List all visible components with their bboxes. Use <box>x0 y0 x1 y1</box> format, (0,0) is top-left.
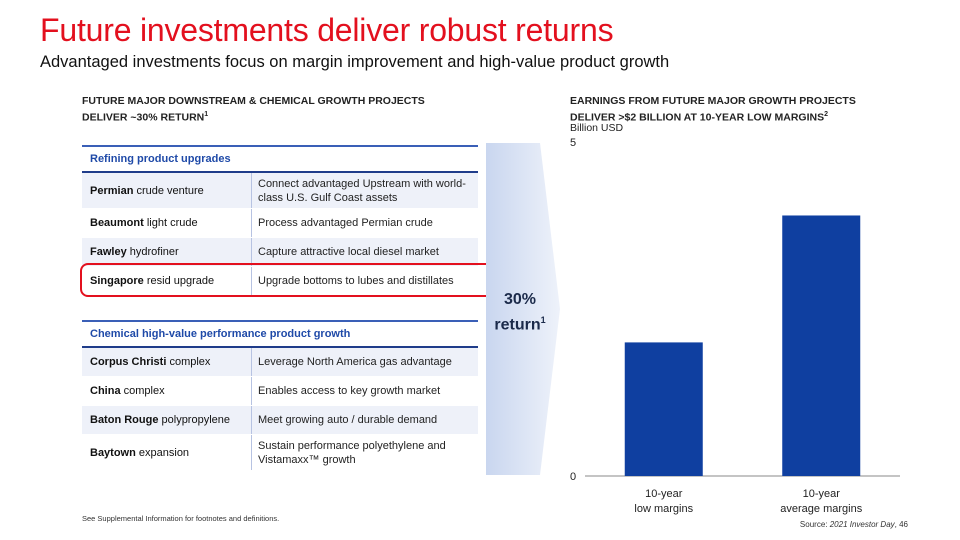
project-name: Singapore resid upgrade <box>82 267 252 295</box>
table-row: Fawley hydrofiner Capture attractive loc… <box>82 238 478 267</box>
project-description: Capture attractive local diesel market <box>258 246 439 258</box>
left-heading-line1: FUTURE MAJOR DOWNSTREAM & CHEMICAL GROWT… <box>82 95 425 107</box>
source-citation: Source: 2021 Investor Day, 46 <box>799 520 908 529</box>
table-row: Permian crude venture Connect advantaged… <box>82 173 478 209</box>
x-tick-label: average margins <box>780 503 862 515</box>
page-title: Future investments deliver robust return… <box>40 12 614 48</box>
y-tick-label: 5 <box>570 137 576 149</box>
project-description: Sustain performance polyethylene and Vis… <box>258 439 446 466</box>
footnote: See Supplemental Information for footnot… <box>82 514 280 523</box>
x-tick-label: 10-year <box>645 488 683 500</box>
refining-table: Refining product upgrades Permian crude … <box>82 145 478 296</box>
project-name: Fawley hydrofiner <box>82 238 252 266</box>
project-name: Beaumont light crude <box>82 209 252 237</box>
project-description: Meet growing auto / durable demand <box>258 414 438 426</box>
project-name: Baton Rouge polypropylene <box>82 406 252 434</box>
project-description: Upgrade bottoms to lubes and distillates <box>258 275 454 287</box>
page-subtitle: Advantaged investments focus on margin i… <box>40 53 670 71</box>
project-description: Connect advantaged Upstream with world-c… <box>258 177 466 204</box>
project-name: Corpus Christi complex <box>82 348 252 376</box>
table-row: Baton Rouge polypropylene Meet growing a… <box>82 406 478 435</box>
table-row: China complex Enables access to key grow… <box>82 377 478 406</box>
earnings-bar-chart: 0 5 10-year low margins 10-year average margi… <box>570 137 900 515</box>
chart-heading: EARNINGS FROM FUTURE MAJOR GROWTH PROJEC… <box>570 95 856 125</box>
table-row: Beaumont light crude Process advantaged … <box>82 209 478 238</box>
table-row: Singapore resid upgrade Upgrade bottoms … <box>82 267 478 296</box>
bar <box>782 215 861 476</box>
return-arrow <box>486 143 560 475</box>
x-tick-label: 10-year <box>803 488 841 500</box>
project-name: Permian crude venture <box>82 173 252 208</box>
project-name: Baytown expansion <box>82 435 252 470</box>
x-tick-label: low margins <box>634 503 693 515</box>
chart-heading-line1: EARNINGS FROM FUTURE MAJOR GROWTH PROJEC… <box>570 95 856 107</box>
table-row: Baytown expansion Sustain performance po… <box>82 435 478 471</box>
chemical-table-header: Chemical high-value performance product … <box>82 320 478 348</box>
table-row: Corpus Christi complex Leverage North Am… <box>82 348 478 377</box>
return-callout: 30% return1 <box>492 289 548 335</box>
left-heading-line2: DELIVER ~30% RETURN1 <box>82 111 209 124</box>
project-description: Enables access to key growth market <box>258 385 441 397</box>
bar <box>624 342 703 476</box>
left-heading: FUTURE MAJOR DOWNSTREAM & CHEMICAL GROWT… <box>82 95 425 125</box>
chemical-table: Chemical high-value performance product … <box>82 320 478 471</box>
chart-unit-label: Billion USD <box>570 122 624 134</box>
return-value: 30% <box>503 291 537 308</box>
y-tick-label: 0 <box>570 471 576 483</box>
return-label: return1 <box>494 315 546 334</box>
refining-table-header: Refining product upgrades <box>82 145 478 173</box>
project-description: Process advantaged Permian crude <box>258 217 433 229</box>
project-name: China complex <box>82 377 252 405</box>
project-description: Leverage North America gas advantage <box>258 356 452 368</box>
singapore-highlight-box <box>80 263 497 297</box>
chart-heading-line2: DELIVER >$2 BILLION AT 10-YEAR LOW MARGI… <box>570 111 828 124</box>
